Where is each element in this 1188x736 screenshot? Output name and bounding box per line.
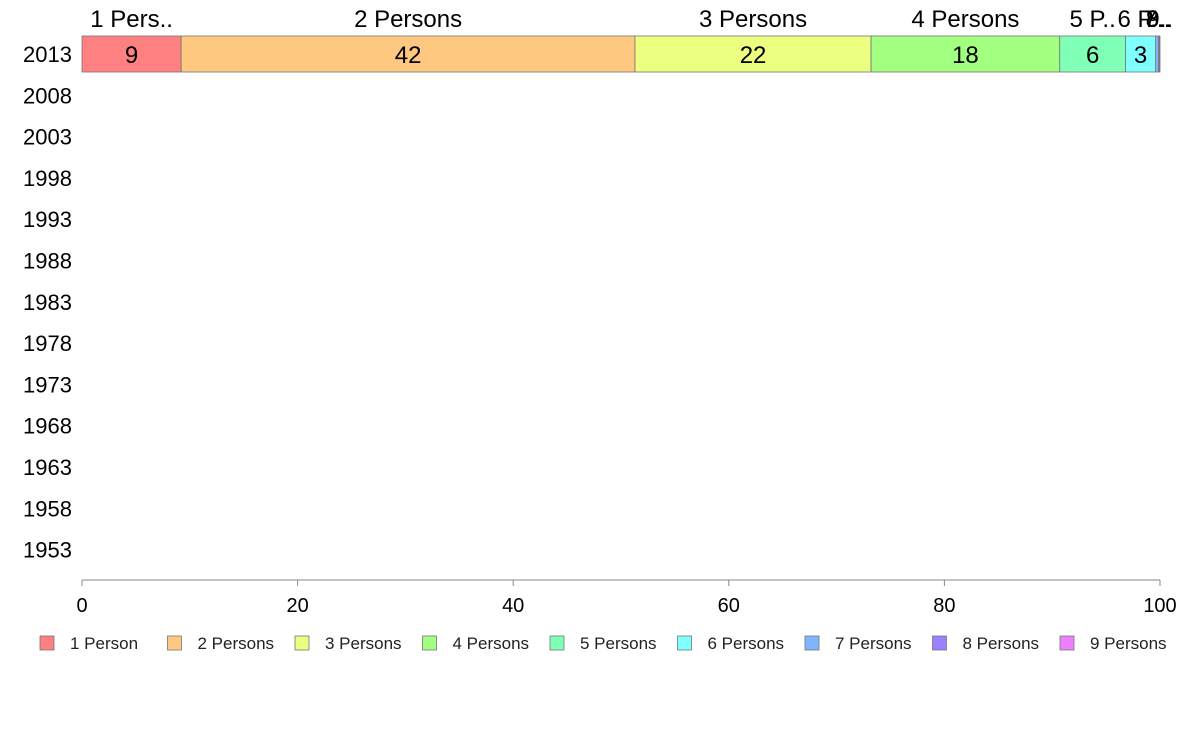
segment-name-4-persons: 4 Persons [911,6,1019,33]
legend-label-3-persons: 3 Persons [325,634,402,653]
x-tick-label-40: 40 [502,595,524,617]
x-axis: 0 20 40 60 80 100 [76,579,1177,617]
segment-name-9-persons: 9.. [1146,6,1173,33]
legend-swatch-7-persons [804,635,820,651]
category-label-2008: 2008 [23,83,72,108]
legend-label-1-person: 1 Person [70,634,138,653]
legend-swatch-3-persons [294,635,310,651]
bar-5-persons-2013 [1059,35,1126,73]
category-label-2013: 2013 [23,42,72,67]
category-label-1973: 1973 [23,372,72,397]
value-label-5-persons: 6 [1086,42,1099,69]
value-label-6-persons: 3 [1134,42,1147,69]
legend-label-9-persons: 9 Persons [1090,634,1167,653]
segment-name-6-persons: 6 P.. [1117,6,1163,33]
category-label-1958: 1958 [23,496,72,521]
x-tick-label-20: 20 [286,595,308,617]
legend-label-6-persons: 6 Persons [708,634,785,653]
category-label-1968: 1968 [23,414,72,439]
bars: 9 42 22 18 6 3 [81,35,1161,73]
segment-name-2-persons: 2 Persons [354,6,462,33]
category-label-1953: 1953 [23,538,72,563]
category-label-1998: 1998 [23,166,72,191]
legend-label-7-persons: 7 Persons [835,634,912,653]
category-label-1993: 1993 [23,207,72,232]
legend-swatch-2-persons [167,635,182,651]
bar-6-persons-2013 [1125,35,1157,73]
segment-name-1-person: 1 Pers.. [90,6,173,33]
category-label-2003: 2003 [23,125,72,150]
category-label-1963: 1963 [23,455,72,480]
x-tick-label-80: 80 [933,595,955,617]
category-labels: 2013 2008 2003 1998 1993 1988 1983 1978 1973 1968… [23,42,72,563]
value-label-1-person: 9 [125,42,138,69]
segment-name-3-persons: 3 Persons [699,6,807,33]
legend-swatch-6-persons [677,635,692,651]
legend-swatch-5-persons [549,635,565,651]
legend-label-5-persons: 5 Persons [580,634,657,653]
segment-top-labels: 1 Pers.. 2 Persons 3 Persons 4 Persons 5 P..… [90,6,1173,33]
bar-2-persons-2013 [180,35,636,73]
x-tick-label-60: 60 [718,595,740,617]
category-label-1978: 1978 [23,331,72,356]
bar-3-persons-2013 [634,35,872,73]
x-tick-label-100: 100 [1143,595,1176,617]
legend: 1 Person 2 Persons 3 Persons 4 Persons 5 Per… [39,634,1167,653]
legend-swatch-4-persons [422,635,437,651]
value-label-3-persons: 22 [740,42,767,69]
bar-4-persons-2013 [870,35,1061,73]
bar-9-persons-2013 [1159,35,1161,73]
legend-label-2-persons: 2 Persons [198,634,275,653]
value-label-4-persons: 18 [952,42,979,69]
legend-swatch-1-person [39,635,55,651]
segment-name-8-persons: 8.. [1146,6,1173,33]
legend-swatch-8-persons [932,635,947,651]
legend-label-4-persons: 4 Persons [453,634,530,653]
x-tick-label-0: 0 [76,595,87,617]
legend-swatch-9-persons [1059,635,1075,651]
category-label-1988: 1988 [23,249,72,274]
value-label-2-persons: 42 [395,42,422,69]
bar-7-persons-2013 [1155,35,1159,73]
segment-name-5-persons: 5 P.. [1069,6,1115,33]
segment-name-7-persons: 7.. [1144,6,1171,33]
legend-label-8-persons: 8 Persons [963,634,1040,653]
category-label-1983: 1983 [23,290,72,315]
